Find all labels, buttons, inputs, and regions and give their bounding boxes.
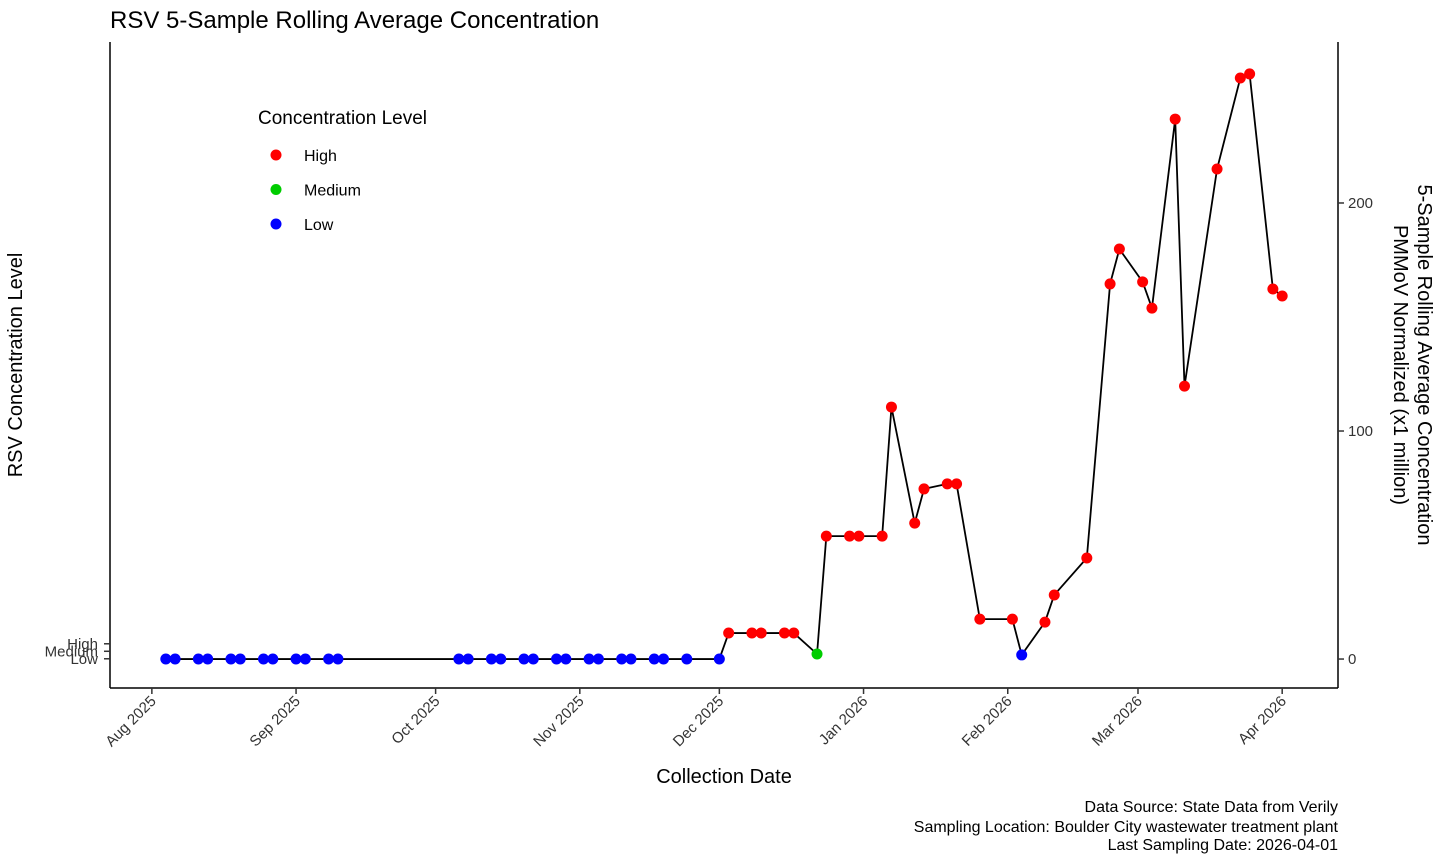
- data-point: [681, 653, 693, 665]
- data-point: [909, 517, 921, 529]
- legend-marker: [270, 149, 282, 161]
- data-point: [202, 653, 214, 665]
- data-point: [1048, 589, 1060, 601]
- data-point: [583, 653, 595, 665]
- data-point: [560, 653, 572, 665]
- data-point: [1081, 552, 1093, 564]
- x-tick-label: Sep 2025: [246, 693, 303, 750]
- data-point: [918, 483, 930, 495]
- data-point: [1113, 243, 1125, 255]
- legend-marker: [270, 218, 282, 230]
- data-point: [616, 653, 628, 665]
- data-point: [551, 653, 563, 665]
- data-point: [332, 653, 344, 665]
- caption: Sampling Location: Boulder City wastewat…: [914, 819, 1339, 836]
- data-point: [1179, 380, 1190, 392]
- data-point: [1104, 278, 1116, 290]
- data-point: [755, 627, 767, 639]
- y-axis-title: RSV Concentration Level: [5, 253, 27, 478]
- data-point: [299, 653, 311, 665]
- x-tick-label: Apr 2026: [1235, 693, 1290, 748]
- data-point: [169, 653, 181, 665]
- data-point: [788, 627, 800, 639]
- data-point: [1267, 283, 1279, 295]
- data-point: [527, 653, 539, 665]
- data-point: [853, 530, 865, 542]
- data-point: [648, 653, 660, 665]
- data-point: [1146, 302, 1158, 314]
- data-point: [323, 653, 335, 665]
- data-point: [723, 627, 735, 639]
- y2-tick-label: 200: [1348, 195, 1373, 212]
- data-point: [453, 653, 465, 665]
- y-tick-label: Medium: [45, 643, 98, 660]
- data-point: [1234, 72, 1246, 84]
- data-point: [1276, 290, 1288, 302]
- legend-title: Concentration Level: [258, 108, 427, 129]
- legend-marker: [270, 184, 282, 195]
- x-tick-label: Jan 2026: [816, 693, 872, 749]
- data-point: [876, 530, 888, 542]
- data-point: [778, 627, 790, 639]
- data-point: [746, 627, 758, 639]
- data-point: [941, 478, 953, 490]
- chart-title: RSV 5-Sample Rolling Average Concentrati…: [110, 7, 599, 34]
- data-point: [495, 653, 507, 665]
- data-point: [974, 613, 986, 625]
- data-point: [1169, 113, 1181, 125]
- data-point: [625, 653, 637, 665]
- data-point: [844, 530, 856, 542]
- legend-label: Medium: [304, 183, 361, 200]
- data-point: [485, 653, 497, 665]
- legend-label: High: [304, 148, 337, 165]
- data-point: [713, 653, 725, 665]
- axes: [109, 42, 1339, 689]
- y2-tick-label: 0: [1348, 651, 1356, 668]
- data-point: [160, 653, 172, 665]
- x-tick-label: Nov 2025: [530, 693, 587, 750]
- data-point: [885, 401, 897, 413]
- data-point: [1244, 68, 1256, 80]
- x-tick-label: Oct 2025: [388, 693, 443, 748]
- data-point: [1039, 616, 1051, 628]
- legend-label: Low: [304, 217, 334, 234]
- x-axis-title: Collection Date: [656, 766, 792, 788]
- y-tick-label: Low: [70, 651, 98, 668]
- data-point: [1211, 163, 1223, 175]
- x-tick-label: Dec 2025: [670, 693, 727, 750]
- data-point: [267, 653, 279, 665]
- data-point: [192, 653, 204, 665]
- y2-axis-title: PMMoV Normalized (x1 million): [1389, 225, 1411, 505]
- data-point: [234, 653, 246, 665]
- x-tick-label: Mar 2026: [1089, 693, 1146, 750]
- data-point: [518, 653, 530, 665]
- x-tick-label: Feb 2026: [959, 693, 1016, 750]
- data-point: [1016, 649, 1028, 661]
- y2-tick-label: 100: [1348, 423, 1373, 440]
- data-point: [592, 653, 604, 665]
- data-point: [225, 653, 237, 665]
- data-point: [258, 653, 269, 665]
- caption: Last Sampling Date: 2026-04-01: [1108, 837, 1338, 854]
- caption: Data Source: State Data from Verily: [1085, 799, 1338, 816]
- data-point: [820, 530, 832, 542]
- data-point: [290, 653, 302, 665]
- y-tick-label: High: [67, 636, 98, 653]
- data-point: [1006, 613, 1018, 625]
- data-point: [1137, 276, 1149, 288]
- data-point: [811, 648, 823, 660]
- data-point: [462, 653, 474, 665]
- y2-axis-title: 5-Sample Rolling Average Concentration: [1413, 185, 1435, 546]
- x-tick-label: Aug 2025: [102, 693, 159, 750]
- data-point: [658, 653, 670, 665]
- data-point: [951, 478, 963, 490]
